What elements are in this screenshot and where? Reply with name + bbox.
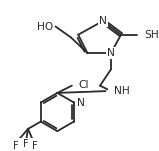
Text: F: F bbox=[13, 141, 19, 151]
Text: N: N bbox=[99, 16, 107, 26]
Text: HO: HO bbox=[37, 21, 53, 32]
Text: NH: NH bbox=[114, 86, 129, 96]
Text: SH: SH bbox=[145, 30, 159, 40]
Text: N: N bbox=[107, 48, 115, 58]
Text: N: N bbox=[77, 98, 85, 108]
Text: F: F bbox=[23, 139, 29, 149]
Text: Cl: Cl bbox=[78, 80, 89, 90]
Text: F: F bbox=[31, 141, 37, 151]
